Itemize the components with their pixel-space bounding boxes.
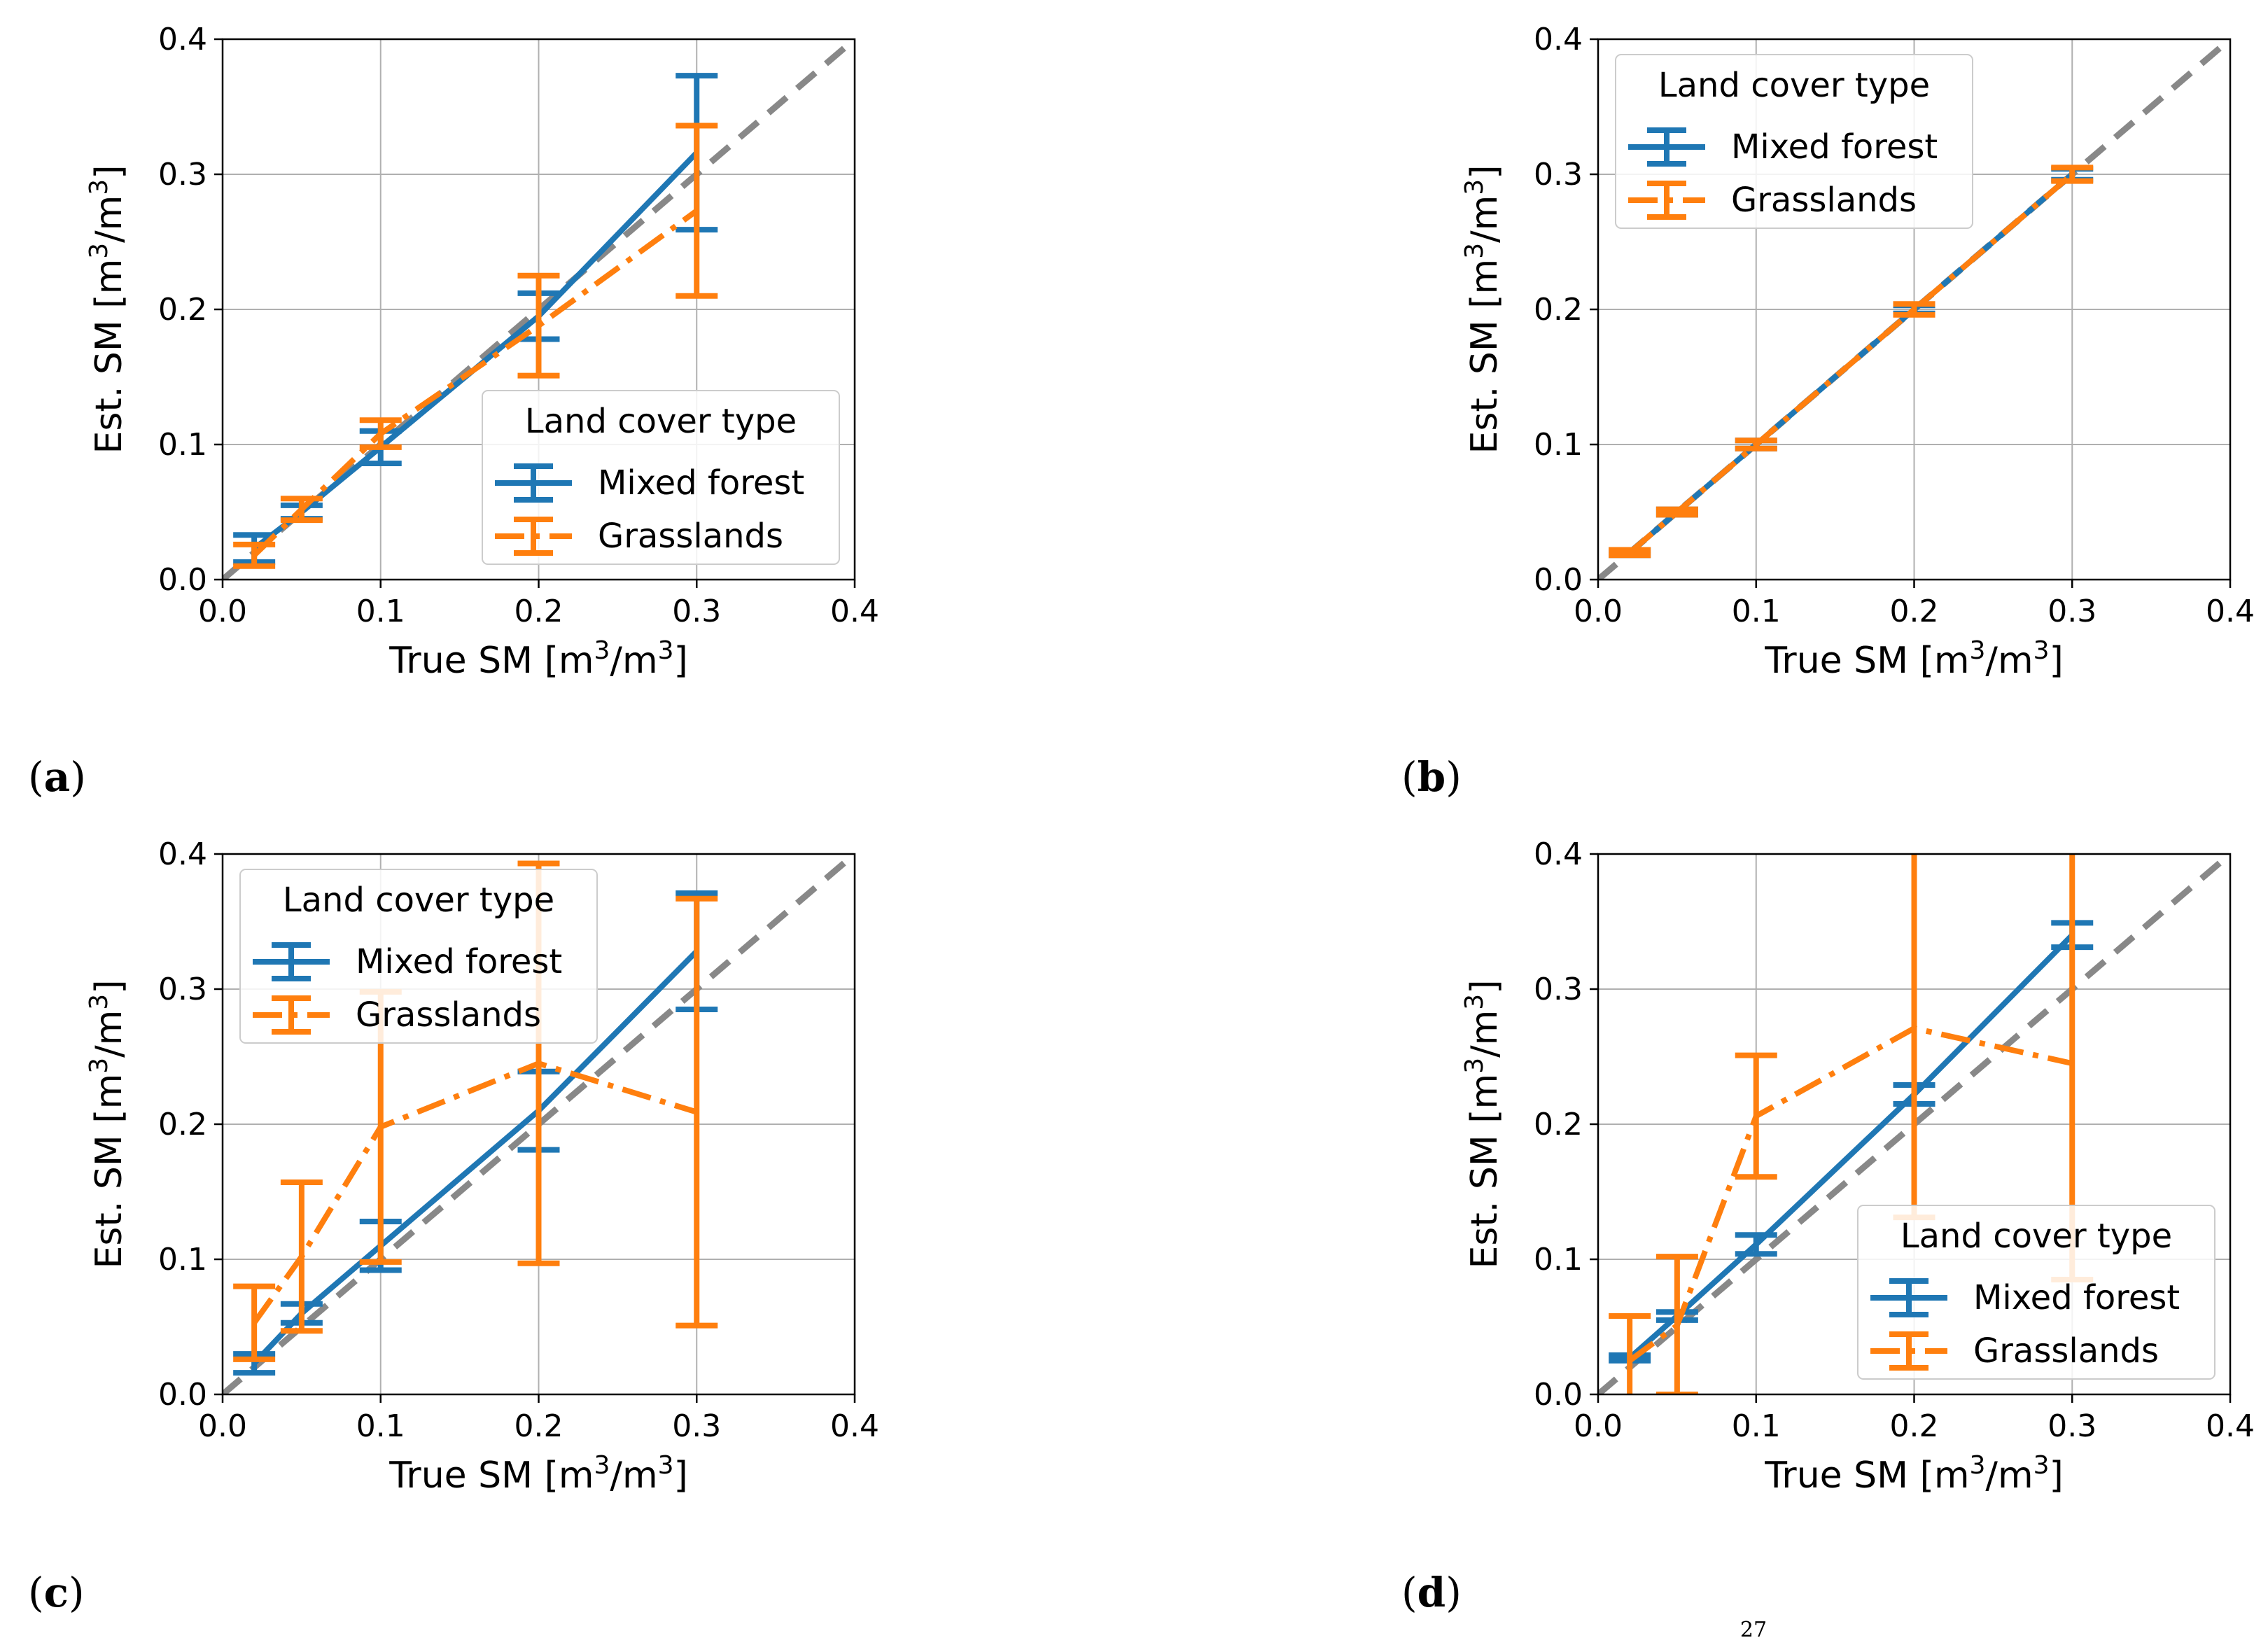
y-tick-label: 0.3 (158, 972, 207, 1007)
legend: Land cover type Mixed forest Grasslands (1615, 54, 1973, 229)
legend: Land cover type Mixed forest Grasslands (482, 390, 840, 565)
y-tick-label: 0.1 (1534, 427, 1583, 463)
y-tick-label: 0.1 (1534, 1242, 1583, 1278)
x-tick-label: 0.2 (514, 594, 564, 629)
legend-title: Land cover type (283, 881, 554, 920)
x-tick-label: 0.2 (1890, 594, 1939, 629)
series-line (251, 1060, 698, 1325)
legend-title: Land cover type (1658, 66, 1930, 105)
y-axis-label: Est. SM [m3/m3] (85, 979, 130, 1268)
identity-line (1598, 854, 2230, 1394)
y-axis-label: Est. SM [m3/m3] (1460, 164, 1506, 454)
plot-area (1598, 854, 2230, 1394)
x-tick-label: 0.2 (1890, 1408, 1939, 1444)
plot-area (223, 39, 855, 580)
x-tick-label: 0.0 (1574, 1408, 1623, 1444)
series-grasslands (1609, 854, 2094, 1394)
x-tick-label: 0.1 (1732, 1408, 1781, 1444)
y-axis-label: Est. SM [m3/m3] (85, 164, 130, 454)
x-axis-label: True SM [m3/m3] (1764, 1451, 2064, 1497)
legend: Land cover type Mixed forest Grasslands (239, 869, 598, 1044)
legend-title: Land cover type (525, 402, 797, 441)
chart-panel-c: 0.00.0 0.1 0.1 0.2 0.2 0.3 0.3 0.4 0.4 True SM [m… (28, 836, 879, 1616)
panel-label: (a) (28, 753, 86, 801)
x-tick-label: 0.3 (672, 1408, 721, 1444)
x-tick-label: 0.1 (356, 1408, 405, 1444)
x-tick-label: 0.2 (514, 1408, 564, 1444)
legend-label-grasslands: Grasslands (356, 995, 541, 1035)
y-tick-label: 0.3 (1534, 157, 1583, 192)
y-tick-label: 0.2 (1534, 1107, 1583, 1142)
legend: Land cover type Mixed forest Grasslands (1857, 1205, 2216, 1380)
legend-box (239, 869, 598, 1044)
y-tick-label: 0.1 (158, 1242, 207, 1278)
y-tick-label: 0.0 (158, 1377, 207, 1413)
identity-line (223, 854, 855, 1394)
plot-area (223, 854, 855, 1394)
legend-label-mixed-forest: Mixed forest (356, 942, 562, 981)
y-tick-label: 0.3 (1534, 972, 1583, 1007)
y-tick-label: 0.0 (1534, 562, 1583, 598)
series-line (1628, 1025, 2073, 1363)
chart-panel-d: 0.00.0 0.1 0.1 0.2 0.2 0.3 0.3 0.4 0.4 True SM [m… (1401, 836, 2255, 1616)
x-tick-label: 0.0 (198, 1408, 247, 1444)
legend-box (1615, 54, 1973, 229)
x-tick-label: 0.1 (356, 594, 405, 629)
y-tick-label: 0.4 (1534, 22, 1583, 57)
plot-area (1598, 39, 2230, 580)
footer-page-number: 27 (1740, 1618, 1767, 1638)
legend-label-mixed-forest: Mixed forest (1731, 127, 1938, 167)
series-grasslands (233, 122, 718, 569)
x-tick-label: 0.0 (198, 594, 247, 629)
y-axis-label: Est. SM [m3/m3] (1460, 979, 1506, 1268)
x-axis-label: True SM [m3/m3] (1764, 636, 2064, 682)
y-tick-label: 0.2 (1534, 292, 1583, 328)
series-grasslands (1609, 164, 2094, 559)
panel-label: (d) (1401, 1569, 1462, 1616)
y-tick-label: 0.3 (158, 157, 207, 192)
legend-label-grasslands: Grasslands (598, 517, 783, 556)
x-tick-label: 0.4 (2206, 1408, 2255, 1444)
panel-label: (b) (1401, 753, 1462, 801)
x-tick-label: 0.3 (2047, 594, 2096, 629)
series-line (252, 208, 699, 558)
y-tick-label: 0.2 (158, 292, 207, 328)
y-tick-label: 0.2 (158, 1107, 207, 1142)
y-tick-label: 0.4 (158, 22, 207, 57)
y-tick-label: 0.0 (158, 562, 207, 598)
x-tick-label: 0.3 (672, 594, 721, 629)
y-tick-label: 0.4 (158, 836, 207, 872)
legend-box (1857, 1205, 2216, 1380)
x-axis-label: True SM [m3/m3] (388, 636, 688, 682)
y-tick-label: 0.0 (1534, 1377, 1583, 1413)
panel-label: (c) (28, 1569, 85, 1616)
y-tick-label: 0.1 (158, 427, 207, 463)
y-tick-label: 0.4 (1534, 836, 1583, 872)
x-axis-label: True SM [m3/m3] (388, 1451, 688, 1497)
chart-panel-b: 0.00.0 0.1 0.1 0.2 0.2 0.3 0.3 0.4 0.4 True SM [m… (1401, 22, 2255, 801)
x-tick-label: 0.1 (1732, 594, 1781, 629)
legend-label-mixed-forest: Mixed forest (598, 463, 804, 503)
x-tick-label: 0.4 (830, 1408, 879, 1444)
x-tick-label: 0.0 (1574, 594, 1623, 629)
series-line (1628, 172, 2074, 555)
legend-label-mixed-forest: Mixed forest (1973, 1278, 2180, 1317)
legend-title: Land cover type (1900, 1217, 2172, 1256)
chart-panel-a: 0.00.0 0.1 0.1 0.2 0.2 0.3 0.3 0.4 0.4 True SM [m… (28, 22, 879, 801)
x-tick-label: 0.3 (2047, 1408, 2096, 1444)
legend-label-grasslands: Grasslands (1731, 181, 1917, 220)
legend-label-grasslands: Grasslands (1973, 1331, 2159, 1371)
x-tick-label: 0.4 (830, 594, 879, 629)
x-tick-label: 0.4 (2206, 594, 2255, 629)
legend-box (482, 390, 840, 565)
